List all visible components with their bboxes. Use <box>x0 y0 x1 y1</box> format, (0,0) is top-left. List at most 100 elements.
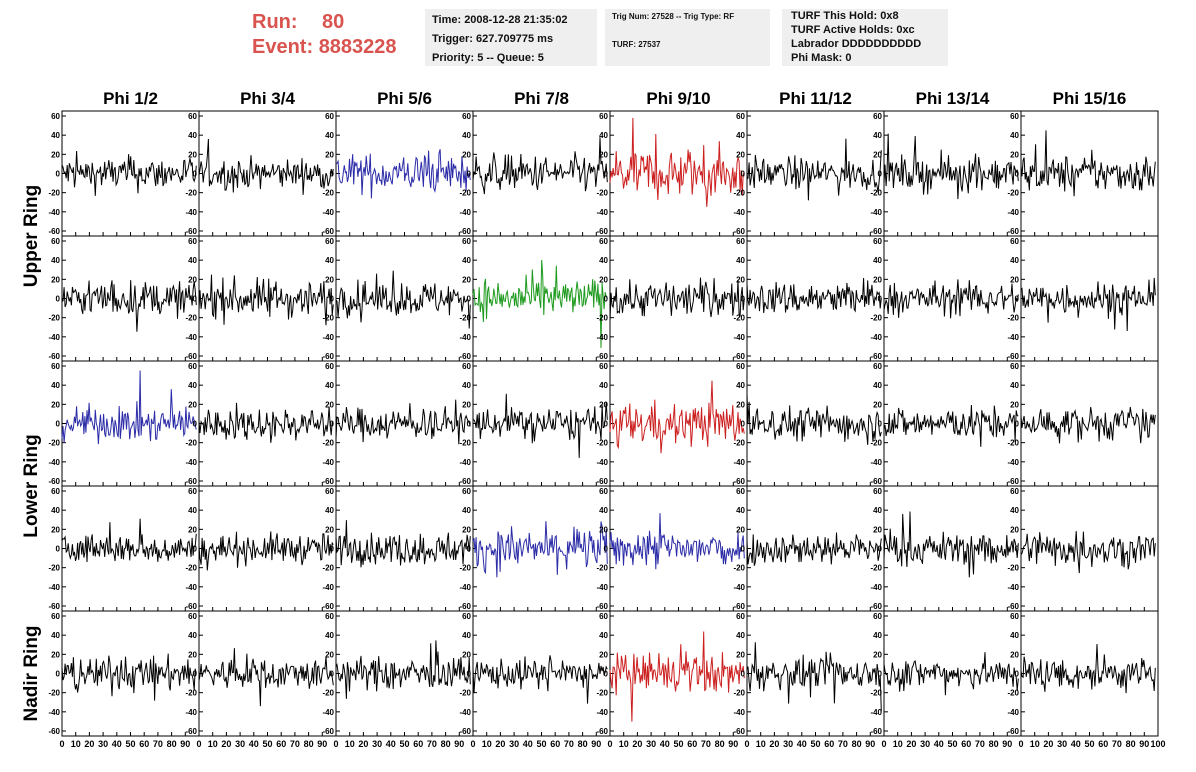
waveform-panel: -60 -40 -20 0 20 40 60 <box>733 235 885 362</box>
phi-mask-text: Phi Mask: 0 <box>791 52 852 64</box>
y-tick-label: 40 <box>51 381 60 390</box>
y-tick-label: -60 <box>185 227 197 236</box>
waveform-panel: -60 -40 -20 0 20 40 60 <box>1007 610 1159 737</box>
run-number: 80 <box>322 11 345 33</box>
x-tick-label: 70 <box>975 739 985 749</box>
x-tick-label: 10 <box>208 739 218 749</box>
y-tick-label: 20 <box>1010 275 1019 284</box>
y-tick-label: -20 <box>870 564 882 573</box>
x-tick-label: 80 <box>715 739 725 749</box>
y-tick-label: -20 <box>185 189 197 198</box>
y-tick-label: 60 <box>325 362 334 371</box>
waveform-trace <box>472 259 608 349</box>
y-tick-label: 60 <box>51 612 60 621</box>
waveform-panel: -60 -40 -20 0 20 40 60 <box>596 610 748 737</box>
y-tick-label: 0 <box>1015 545 1020 554</box>
y-tick-label: 40 <box>873 631 882 640</box>
y-tick-label: 60 <box>599 612 608 621</box>
y-tick-label: 60 <box>325 487 334 496</box>
waveform-panel: -60 -40 -20 0 20 40 60 <box>322 235 474 362</box>
y-tick-label: 40 <box>873 131 882 140</box>
y-tick-label: 0 <box>604 170 609 179</box>
column-header: Phi 13/14 <box>916 89 990 108</box>
x-tick-label: 50 <box>262 739 272 749</box>
turf-num-text: TURF: 27537 <box>612 40 661 49</box>
x-tick-label: 60 <box>824 739 834 749</box>
y-tick-label: -20 <box>459 439 471 448</box>
x-tick-label: 90 <box>1139 739 1149 749</box>
y-tick-label: -20 <box>870 689 882 698</box>
y-tick-label: 40 <box>51 131 60 140</box>
y-tick-label: 60 <box>462 612 471 621</box>
waveform-trace <box>61 150 197 196</box>
y-tick-label: 20 <box>51 650 60 659</box>
y-tick-label: -40 <box>733 333 745 342</box>
y-tick-label: 0 <box>467 670 472 679</box>
panel-frame <box>609 610 748 737</box>
y-tick-label: 60 <box>599 487 608 496</box>
y-tick-label: 60 <box>599 112 608 121</box>
y-tick-label: 0 <box>330 170 335 179</box>
x-tick-label: 0 <box>744 739 749 749</box>
x-tick-label: 30 <box>98 739 108 749</box>
y-tick-label: 20 <box>736 650 745 659</box>
y-tick-label: -20 <box>1007 689 1019 698</box>
waveform-panel: -60 -40 -20 0 20 40 60 <box>48 485 200 612</box>
x-tick-label: 30 <box>372 739 382 749</box>
x-tick-label: 50 <box>125 739 135 749</box>
y-tick-label: -20 <box>185 439 197 448</box>
waveform-trace <box>335 520 471 568</box>
y-tick-label: 20 <box>1010 400 1019 409</box>
x-tick-label: 40 <box>934 739 944 749</box>
event-label: Event: <box>252 36 314 58</box>
x-tick-label: 80 <box>441 739 451 749</box>
waveform-trace <box>472 521 608 578</box>
y-tick-label: 40 <box>188 631 197 640</box>
row-group-label: Lower Ring <box>21 434 42 537</box>
y-tick-label: 20 <box>599 525 608 534</box>
y-tick-label: 40 <box>599 256 608 265</box>
y-tick-label: 0 <box>193 545 198 554</box>
y-tick-label: -40 <box>870 333 882 342</box>
waveform-panel: -60 -40 -20 0 20 40 60 <box>733 485 885 612</box>
y-tick-label: 20 <box>599 650 608 659</box>
y-tick-label: -40 <box>185 208 197 217</box>
y-tick-label: 20 <box>736 525 745 534</box>
y-tick-label: 20 <box>325 400 334 409</box>
y-tick-label: 0 <box>878 295 883 304</box>
y-tick-label: -20 <box>459 564 471 573</box>
y-tick-label: 20 <box>873 400 882 409</box>
x-tick-label: 40 <box>249 739 259 749</box>
y-tick-label: -60 <box>459 602 471 611</box>
waveform-panel: -60 -40 -20 0 20 40 60 <box>1007 110 1159 237</box>
y-tick-label: 40 <box>873 381 882 390</box>
y-tick-label: -40 <box>1007 708 1019 717</box>
y-tick-label: -60 <box>48 477 60 486</box>
y-tick-label: 60 <box>188 487 197 496</box>
x-tick-label: 70 <box>564 739 574 749</box>
waveform-trace <box>335 640 471 699</box>
x-tick-label: 0 <box>59 739 64 749</box>
waveform-panel: -60 -40 -20 0 20 40 60 <box>459 485 611 612</box>
column-header: Phi 9/10 <box>646 89 710 108</box>
column-header: Phi 3/4 <box>240 89 295 108</box>
y-tick-label: 60 <box>462 112 471 121</box>
y-tick-label: 20 <box>736 275 745 284</box>
y-tick-label: 20 <box>325 650 334 659</box>
waveform-trace <box>609 380 745 454</box>
x-tick-label: 70 <box>427 739 437 749</box>
waveform-trace <box>609 277 745 322</box>
y-tick-label: 40 <box>599 506 608 515</box>
x-tick-label: 10 <box>893 739 903 749</box>
y-tick-label: 20 <box>1010 150 1019 159</box>
y-tick-label: 0 <box>741 170 746 179</box>
turf-active-text: TURF Active Holds: 0xc <box>791 24 915 36</box>
y-tick-label: 0 <box>467 295 472 304</box>
trig-num-text: Trig Num: 27528 -- Trig Type: RF <box>612 12 735 21</box>
y-tick-label: 20 <box>873 150 882 159</box>
y-tick-label: 20 <box>51 525 60 534</box>
y-tick-label: -40 <box>322 208 334 217</box>
y-tick-label: -60 <box>870 227 882 236</box>
waveform-trace <box>883 404 1019 447</box>
y-tick-label: -20 <box>459 314 471 323</box>
